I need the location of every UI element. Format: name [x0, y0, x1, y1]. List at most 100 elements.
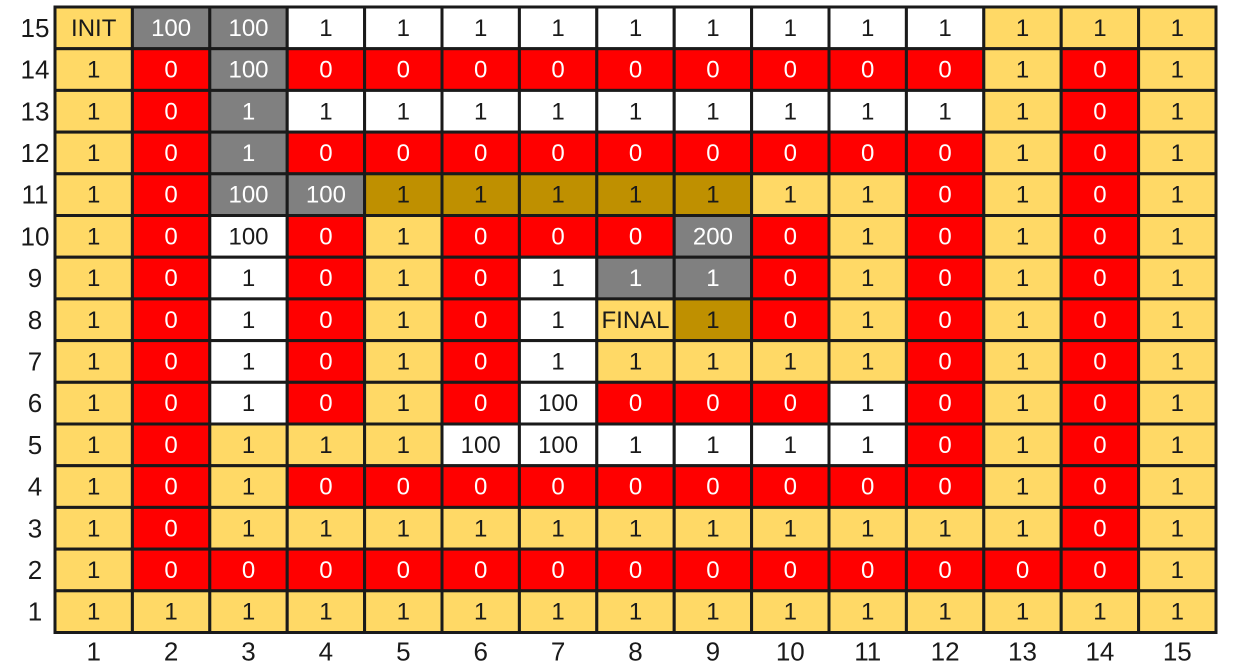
cell-value-x14-y6: 0	[1093, 390, 1106, 417]
cell-value-x2-y2: 0	[164, 557, 177, 584]
cell-x11-y13	[827, 88, 908, 134]
cell-value-x5-y15: 1	[397, 15, 410, 42]
cell-x13-y12	[982, 130, 1063, 176]
cell-x9-y12	[672, 130, 754, 176]
cell-value-x7-y1: 1	[551, 599, 564, 626]
cell-x6-y13	[440, 88, 521, 134]
cell-value-x8-y4: 0	[629, 474, 642, 501]
y-axis-label-4: 4	[28, 472, 42, 502]
cell-x7-y11	[517, 172, 599, 218]
cell-value-x10-y14: 0	[784, 57, 797, 84]
cell-value-x4-y3: 1	[319, 515, 332, 542]
cell-x13-y8	[982, 297, 1063, 343]
cell-value-x9-y7: 1	[706, 348, 719, 375]
cell-value-x14-y4: 0	[1093, 474, 1106, 501]
cell-value-x10-y1: 1	[784, 599, 797, 626]
cell-value-x2-y12: 0	[164, 140, 177, 167]
cell-value-x8-y13: 1	[629, 98, 642, 125]
cell-value-x5-y11: 1	[397, 182, 410, 209]
cell-value-x8-y12: 0	[629, 140, 642, 167]
cell-value-x6-y15: 1	[474, 15, 487, 42]
cell-x6-y7	[440, 339, 521, 384]
cell-value-x14-y7: 0	[1093, 348, 1106, 375]
x-axis-label-3: 3	[241, 637, 255, 667]
cell-value-x10-y4: 0	[784, 474, 797, 501]
cell-value-x1-y5: 1	[87, 432, 100, 459]
cell-value-x3-y5: 1	[242, 432, 255, 459]
cell-value-x4-y14: 0	[319, 57, 332, 84]
cell-x6-y5	[440, 422, 521, 468]
cell-value-x3-y10: 100	[228, 223, 268, 250]
cell-x1-y1	[53, 589, 134, 634]
cell-x7-y6	[517, 380, 599, 426]
cell-value-x9-y5: 1	[706, 432, 719, 459]
cell-value-x3-y14: 100	[228, 57, 268, 84]
cell-value-x10-y11: 1	[784, 182, 797, 209]
cell-x4-y4	[285, 464, 367, 509]
cell-value-x8-y1: 1	[629, 599, 642, 626]
cell-value-x15-y5: 1	[1171, 432, 1184, 459]
cell-value-x11-y4: 0	[861, 474, 874, 501]
cell-x8-y12	[595, 130, 676, 176]
x-axis-label-14: 14	[1085, 637, 1114, 667]
cell-x9-y10	[672, 214, 754, 259]
cell-x15-y10	[1137, 214, 1218, 259]
cell-value-x1-y11: 1	[87, 182, 100, 209]
cell-x2-y10	[130, 214, 212, 259]
cell-value-x2-y3: 0	[164, 515, 177, 542]
cell-value-x3-y7: 1	[242, 348, 255, 375]
cell-value-x2-y13: 0	[164, 98, 177, 125]
cell-value-x1-y13: 1	[87, 98, 100, 125]
cell-x9-y11	[672, 172, 754, 218]
y-axis-label-1: 1	[28, 597, 42, 627]
cell-value-x12-y15: 1	[938, 15, 951, 42]
cell-value-x7-y10: 0	[551, 223, 564, 250]
cell-value-x3-y9: 1	[242, 265, 255, 292]
cell-x10-y3	[750, 505, 831, 551]
cell-value-x6-y4: 0	[474, 474, 487, 501]
cell-value-x6-y5: 100	[461, 432, 501, 459]
x-axis-label-9: 9	[706, 637, 720, 667]
cell-x8-y2	[595, 547, 676, 593]
cell-x10-y12	[750, 130, 831, 176]
cell-x4-y14	[285, 47, 367, 92]
cell-x2-y4	[130, 464, 212, 509]
cell-value-x3-y12: 1	[242, 140, 255, 167]
cell-value-x4-y8: 0	[319, 307, 332, 334]
cell-value-x13-y4: 1	[1016, 474, 1029, 501]
cell-value-x8-y9: 1	[629, 265, 642, 292]
x-axis-label-5: 5	[396, 637, 410, 667]
y-axis-label-7: 7	[28, 346, 42, 376]
cell-value-x13-y15: 1	[1016, 15, 1029, 42]
cell-x7-y8	[517, 297, 599, 343]
cell-value-x10-y8: 0	[784, 307, 797, 334]
x-axis-label-6: 6	[473, 637, 487, 667]
x-axis-label-13: 13	[1008, 637, 1037, 667]
cell-value-x12-y10: 0	[938, 223, 951, 250]
cell-value-x12-y2: 0	[938, 557, 951, 584]
cell-value-x7-y14: 0	[551, 57, 564, 84]
cell-value-x12-y5: 0	[938, 432, 951, 459]
cell-value-x6-y12: 0	[474, 140, 487, 167]
cell-value-x8-y8: FINAL	[601, 307, 669, 334]
cell-x9-y9	[672, 255, 754, 301]
cell-value-x1-y15: INIT	[71, 15, 117, 42]
y-axis-label-15: 15	[21, 13, 50, 43]
cell-value-x10-y9: 0	[784, 265, 797, 292]
cell-x8-y1	[595, 589, 676, 634]
cell-value-x12-y11: 0	[938, 182, 951, 209]
cell-value-x8-y14: 0	[629, 57, 642, 84]
cell-value-x3-y6: 1	[242, 390, 255, 417]
cell-value-x11-y6: 1	[861, 390, 874, 417]
cell-value-x13-y3: 1	[1016, 515, 1029, 542]
cell-value-x9-y13: 1	[706, 98, 719, 125]
y-axis-label-11: 11	[22, 180, 49, 210]
cell-value-x9-y9: 1	[706, 265, 719, 292]
cell-x9-y5	[672, 422, 754, 468]
cell-value-x15-y7: 1	[1171, 348, 1184, 375]
cell-value-x1-y14: 1	[87, 57, 100, 84]
cell-x11-y9	[827, 255, 908, 301]
cell-value-x15-y13: 1	[1171, 98, 1184, 125]
cell-value-x4-y1: 1	[319, 599, 332, 626]
